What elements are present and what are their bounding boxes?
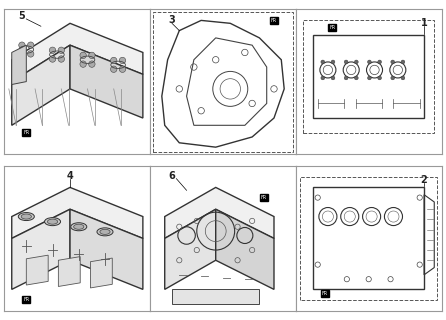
Polygon shape — [70, 209, 143, 289]
Ellipse shape — [74, 224, 84, 229]
Ellipse shape — [71, 223, 87, 231]
Circle shape — [80, 61, 87, 67]
Polygon shape — [12, 45, 70, 125]
Circle shape — [368, 60, 372, 64]
Circle shape — [111, 66, 117, 72]
Circle shape — [378, 60, 381, 64]
Circle shape — [391, 76, 395, 80]
Circle shape — [80, 52, 87, 59]
Circle shape — [28, 42, 34, 48]
Polygon shape — [58, 257, 80, 286]
Circle shape — [401, 60, 405, 64]
Circle shape — [111, 57, 117, 64]
Circle shape — [344, 60, 348, 64]
Circle shape — [50, 56, 56, 62]
Ellipse shape — [47, 219, 58, 224]
Text: 6: 6 — [169, 171, 175, 181]
Polygon shape — [12, 209, 70, 289]
Ellipse shape — [45, 218, 61, 226]
Circle shape — [355, 60, 358, 64]
Circle shape — [321, 60, 325, 64]
Ellipse shape — [97, 228, 113, 236]
Text: 4: 4 — [66, 171, 74, 181]
Text: FR: FR — [322, 291, 328, 296]
Polygon shape — [12, 23, 143, 82]
Circle shape — [28, 51, 34, 57]
Ellipse shape — [21, 214, 31, 219]
Circle shape — [58, 56, 65, 62]
Polygon shape — [26, 255, 48, 285]
Text: 2: 2 — [421, 175, 427, 185]
Circle shape — [391, 60, 395, 64]
Text: FR: FR — [329, 25, 335, 30]
Polygon shape — [165, 188, 274, 238]
Circle shape — [89, 61, 95, 67]
Ellipse shape — [100, 229, 110, 234]
Circle shape — [119, 57, 126, 64]
Circle shape — [401, 76, 405, 80]
Circle shape — [19, 51, 25, 57]
Text: FR: FR — [271, 18, 277, 23]
Circle shape — [331, 76, 335, 80]
Polygon shape — [172, 289, 260, 304]
Polygon shape — [70, 45, 143, 118]
Polygon shape — [12, 45, 26, 84]
Circle shape — [89, 52, 95, 59]
Circle shape — [19, 42, 25, 48]
Circle shape — [344, 76, 348, 80]
Circle shape — [355, 76, 358, 80]
Text: 5: 5 — [19, 11, 25, 21]
Ellipse shape — [18, 212, 34, 220]
Polygon shape — [12, 188, 143, 238]
Circle shape — [331, 60, 335, 64]
Circle shape — [50, 47, 56, 53]
Circle shape — [378, 76, 381, 80]
Polygon shape — [216, 209, 274, 289]
Text: FR: FR — [261, 195, 267, 200]
Circle shape — [119, 66, 126, 72]
Text: 3: 3 — [169, 15, 175, 25]
Polygon shape — [91, 258, 112, 288]
Circle shape — [58, 47, 65, 53]
Circle shape — [321, 76, 325, 80]
Text: FR: FR — [23, 130, 29, 135]
Polygon shape — [165, 209, 216, 289]
Circle shape — [368, 76, 372, 80]
Text: 1: 1 — [421, 18, 427, 28]
Text: FR: FR — [23, 297, 29, 302]
